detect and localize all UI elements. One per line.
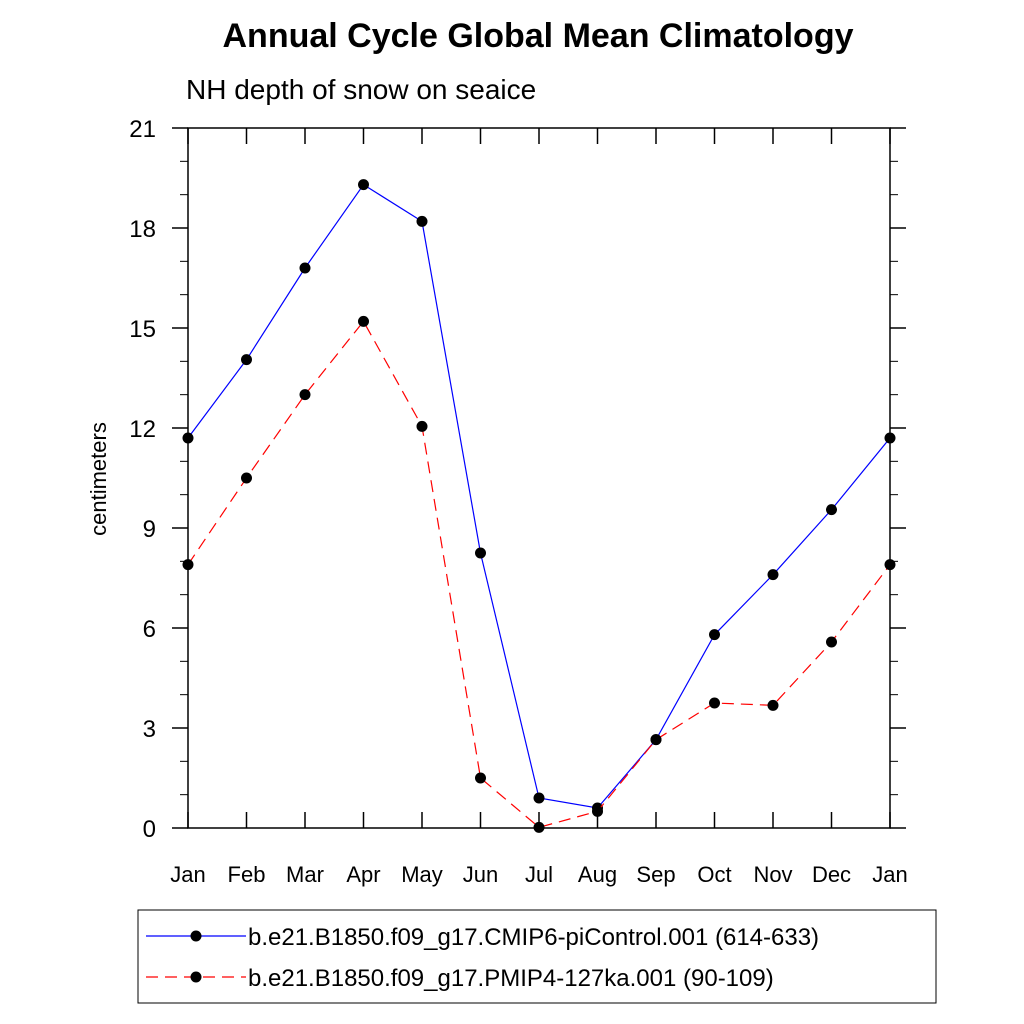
x-tick-label: Dec <box>812 862 851 887</box>
x-tick-label: Feb <box>228 862 266 887</box>
y-tick-label: 21 <box>129 116 156 143</box>
y-tick-label: 0 <box>143 816 156 843</box>
series-1-point <box>884 432 896 444</box>
x-tick-label: Jun <box>463 862 498 887</box>
series-2-point <box>182 559 194 571</box>
series-1-point <box>709 629 720 641</box>
legend-label-1: b.e21.B1850.f09_g17.CMIP6-piControl.001 … <box>248 924 819 951</box>
series-2-point <box>709 697 720 709</box>
legend: b.e21.B1850.f09_g17.CMIP6-piControl.001 … <box>137 909 937 1004</box>
series-2-point <box>533 821 545 833</box>
series-1-point <box>767 569 779 581</box>
x-tick-label: Aug <box>578 862 617 887</box>
plot-frame <box>187 127 891 829</box>
y-tick-label: 3 <box>143 716 156 743</box>
series-1-point <box>533 792 545 804</box>
chart-subtitle: NH depth of snow on seaice <box>186 74 536 105</box>
x-tick-label: Sep <box>636 862 675 887</box>
x-tick-label: Apr <box>346 862 380 887</box>
series-1-point <box>826 504 837 516</box>
legend-box <box>137 909 937 1004</box>
series-layer <box>182 179 896 833</box>
legend-marker-2 <box>190 971 202 983</box>
y-tick-label: 6 <box>143 616 156 643</box>
series-1-point <box>241 354 252 366</box>
series-2-point <box>826 636 837 648</box>
x-tick-label: Nov <box>753 862 792 887</box>
legend-label-2: b.e21.B1850.f09_g17.PMIP4-127ka.001 (90-… <box>248 965 774 992</box>
x-tick-label: Mar <box>286 862 324 887</box>
series-2-point <box>884 559 896 571</box>
series-2-point <box>416 420 428 432</box>
series-2-point <box>592 805 603 817</box>
y-axis-ticks: 0 3 6 9 12 15 18 21 <box>129 116 906 843</box>
series-2-point <box>358 315 369 327</box>
x-tick-label: Jan <box>872 862 907 887</box>
series-line-2 <box>187 320 891 828</box>
series-2-point <box>650 734 662 746</box>
series-1-point <box>416 215 428 227</box>
y-tick-label: 18 <box>129 216 156 243</box>
chart-title: Annual Cycle Global Mean Climatology <box>223 17 854 55</box>
series-1-point <box>182 432 194 444</box>
series-2-point <box>299 389 311 401</box>
x-tick-label: Jul <box>525 862 553 887</box>
series-1-point <box>299 262 311 274</box>
y-axis-label: centimeters <box>86 422 111 536</box>
x-tick-label: Jan <box>170 862 205 887</box>
series-2-point <box>475 772 486 784</box>
x-tick-label: May <box>401 862 443 887</box>
series-2-point <box>767 699 779 711</box>
y-tick-label: 15 <box>129 316 156 343</box>
series-1-point <box>358 179 369 191</box>
y-tick-label: 9 <box>143 516 156 543</box>
series-line-1 <box>187 183 891 809</box>
series-1-point <box>475 547 486 559</box>
x-axis-ticks: Jan Feb Mar Apr May Jun Jul Aug Sep Oct Nov Dec Jan <box>170 128 908 887</box>
series-2-point <box>241 472 252 484</box>
legend-marker-1 <box>190 930 202 942</box>
x-tick-label: Oct <box>697 862 731 887</box>
y-tick-label: 12 <box>129 416 156 443</box>
